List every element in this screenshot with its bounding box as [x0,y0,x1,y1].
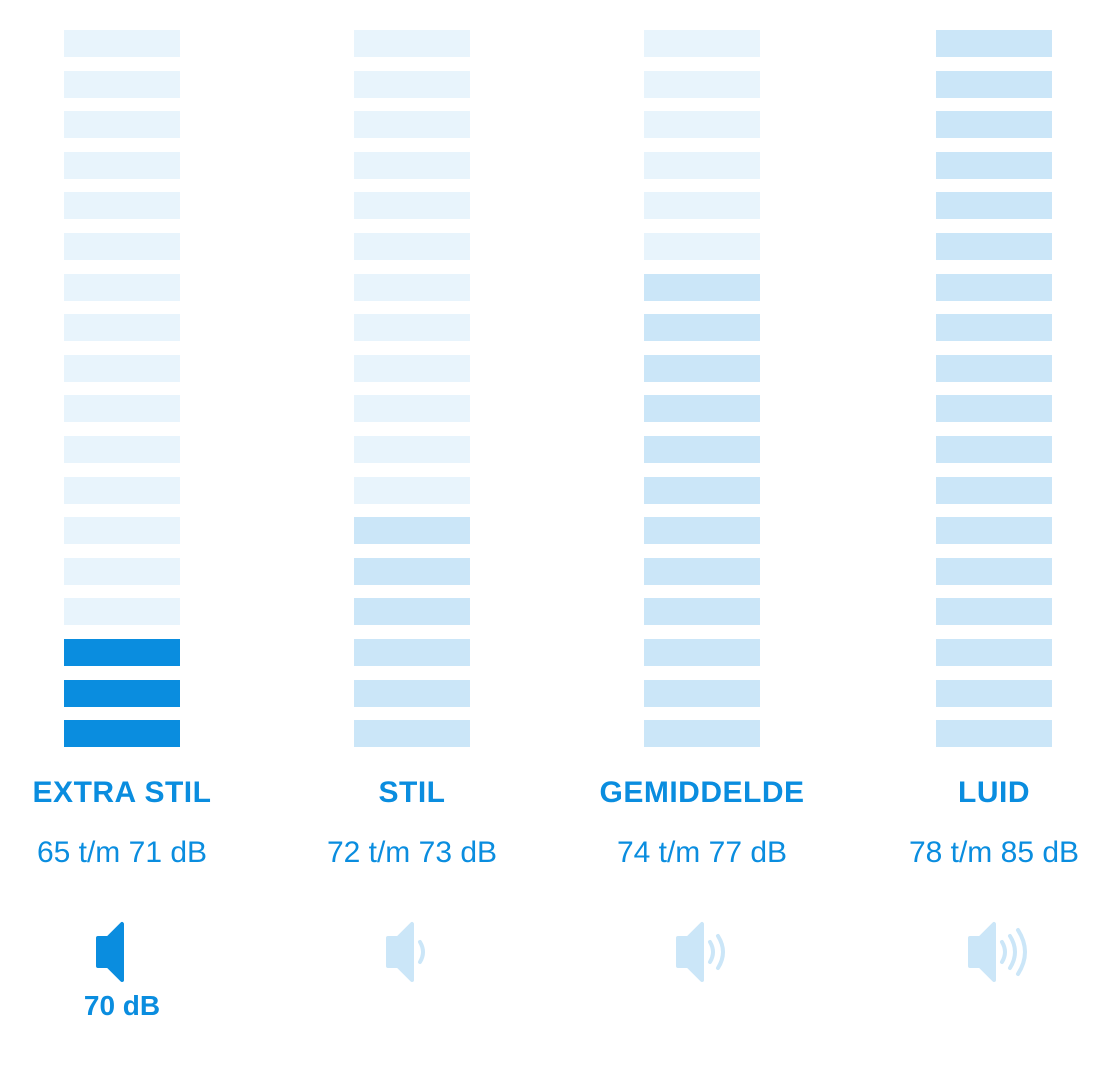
meter-segment [936,192,1052,219]
meter-segment [354,152,470,179]
level-range: 72 t/m 73 dB [326,836,498,869]
meter-segment [936,720,1052,747]
meter-segment [354,71,470,98]
meter-segment [354,639,470,666]
meter-segment [936,436,1052,463]
meter-segment [354,598,470,625]
meter-segment [644,233,760,260]
level-range: 74 t/m 77 dB [616,836,788,869]
meter-segment [354,233,470,260]
meter-segment [64,30,180,57]
meter-segment [354,720,470,747]
meter-segment [936,111,1052,138]
level-label: EXTRA STIL [32,776,212,809]
meter-segment [936,598,1052,625]
meter-segment [64,152,180,179]
meter-segment [64,314,180,341]
noise-level-column-gemiddelde: GEMIDDELDE 74 t/m 77 dB [582,0,822,1068]
meter-segment [64,598,180,625]
meter-segment [644,477,760,504]
meter-segment [354,314,470,341]
level-range: 78 t/m 85 dB [908,836,1080,869]
meter-segment [936,558,1052,585]
meter-segment [64,274,180,301]
meter-segment [936,152,1052,179]
meter-segment [64,680,180,707]
meter-segment [64,192,180,219]
meter-segment [64,477,180,504]
meter-segment [936,274,1052,301]
current-level-value: 70 dB [83,990,161,1021]
meter-segment [64,639,180,666]
meter-segment [644,111,760,138]
meter-segment [64,558,180,585]
level-label: STIL [378,776,446,809]
meter-segment [64,71,180,98]
level-label: GEMIDDELDE [599,776,805,809]
meter-segment [64,233,180,260]
meter-segment [64,111,180,138]
noise-meter [354,30,470,750]
speaker-1-wave-icon [372,920,452,984]
meter-segment [354,477,470,504]
noise-level-column-luid: LUID 78 t/m 85 dB [874,0,1114,1068]
meter-segment [936,395,1052,422]
meter-segment [936,314,1052,341]
meter-segment [936,71,1052,98]
meter-segment [936,477,1052,504]
meter-segment [644,395,760,422]
noise-meter [64,30,180,750]
meter-segment [936,517,1052,544]
meter-segment [644,436,760,463]
meter-segment [644,639,760,666]
speaker-3-waves-icon [954,920,1034,984]
meter-segment [64,436,180,463]
meter-segment [644,598,760,625]
meter-segment [354,30,470,57]
meter-segment [936,355,1052,382]
meter-segment [936,233,1052,260]
meter-segment [644,355,760,382]
meter-segment [644,30,760,57]
meter-segment [644,192,760,219]
meter-segment [936,30,1052,57]
speaker-2-waves-icon [662,920,742,984]
meter-segment [64,517,180,544]
meter-segment [644,314,760,341]
noise-meter [644,30,760,750]
meter-segment [644,152,760,179]
meter-segment [64,395,180,422]
meter-segment [644,558,760,585]
noise-level-column-stil: STIL 72 t/m 73 dB [292,0,532,1068]
meter-segment [354,436,470,463]
speaker-0-waves-icon [82,920,162,984]
level-range: 65 t/m 71 dB [36,836,208,869]
meter-segment [354,395,470,422]
meter-segment [354,111,470,138]
level-label: LUID [958,776,1030,809]
meter-segment [936,680,1052,707]
meter-segment [354,558,470,585]
meter-segment [354,355,470,382]
meter-segment [644,274,760,301]
meter-segment [644,71,760,98]
meter-segment [644,720,760,747]
meter-segment [354,517,470,544]
meter-segment [936,639,1052,666]
meter-segment [354,192,470,219]
meter-segment [354,274,470,301]
meter-segment [64,355,180,382]
noise-meter [936,30,1052,750]
meter-segment [64,720,180,747]
meter-segment [644,680,760,707]
noise-level-column-extra-stil: EXTRA STIL 65 t/m 71 dB 70 dB [2,0,242,1068]
meter-segment [354,680,470,707]
meter-segment [644,517,760,544]
